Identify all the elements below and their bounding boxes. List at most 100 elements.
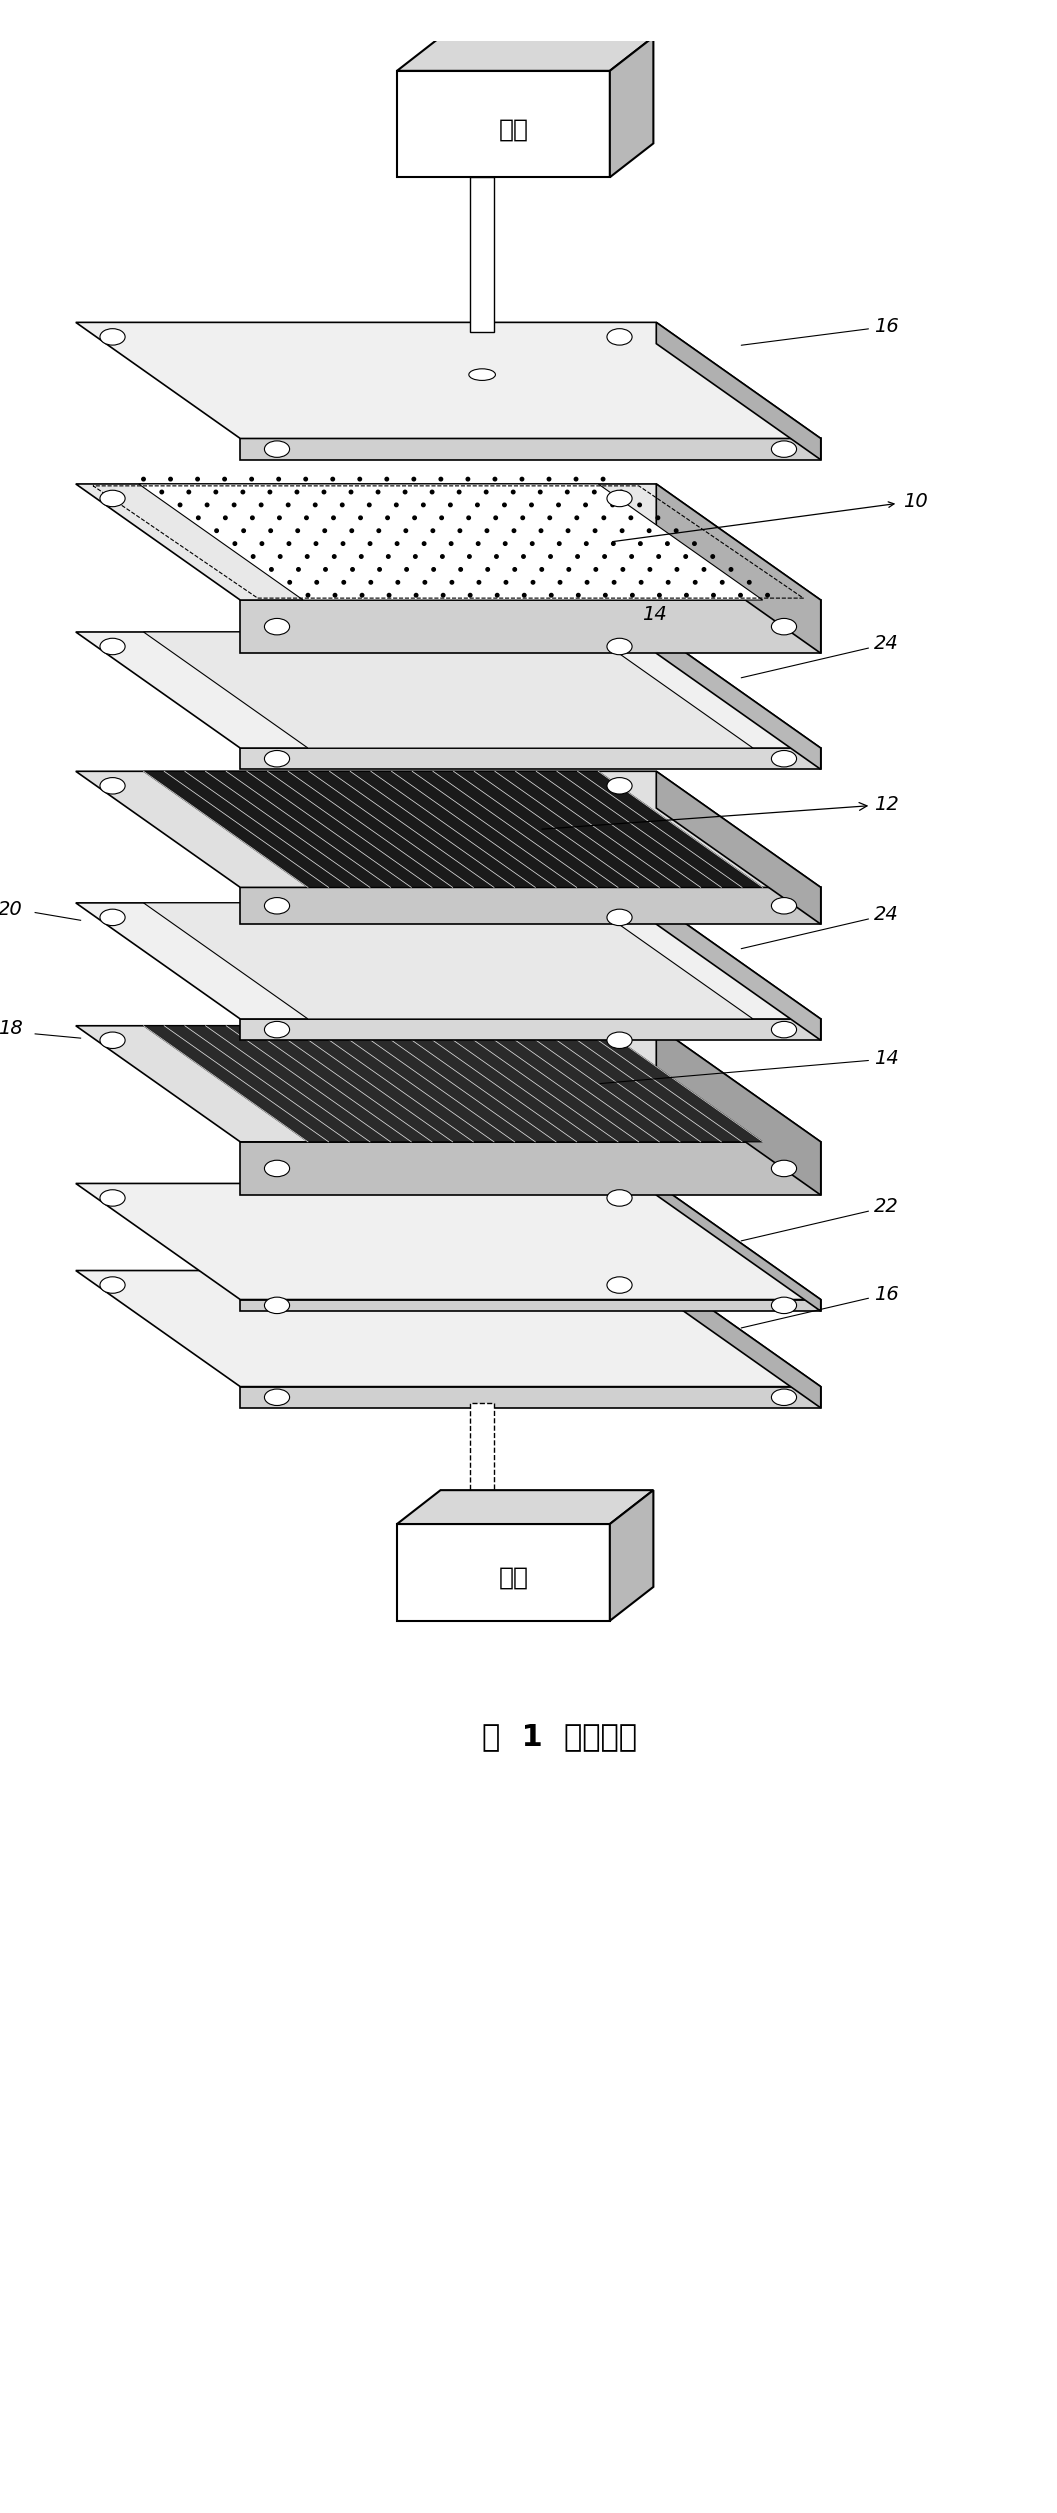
Ellipse shape [772, 618, 797, 636]
Circle shape [169, 477, 172, 480]
Ellipse shape [607, 1189, 632, 1206]
Circle shape [413, 515, 416, 520]
Circle shape [396, 581, 400, 583]
Circle shape [495, 555, 498, 558]
Ellipse shape [772, 1297, 797, 1314]
Circle shape [296, 528, 299, 533]
Ellipse shape [772, 1161, 797, 1176]
Circle shape [729, 568, 733, 570]
Circle shape [314, 503, 317, 508]
Circle shape [484, 490, 488, 493]
Circle shape [522, 555, 525, 558]
Circle shape [205, 503, 209, 508]
Circle shape [458, 528, 462, 533]
Polygon shape [656, 902, 820, 1040]
Ellipse shape [607, 1277, 632, 1294]
Circle shape [333, 593, 337, 598]
Circle shape [423, 581, 427, 583]
Circle shape [323, 568, 328, 570]
Polygon shape [240, 1141, 820, 1196]
Circle shape [323, 528, 327, 533]
Polygon shape [240, 601, 820, 653]
Circle shape [593, 528, 597, 533]
Ellipse shape [100, 490, 125, 508]
Circle shape [477, 543, 480, 545]
Circle shape [494, 477, 497, 480]
Circle shape [593, 490, 596, 493]
Circle shape [223, 477, 226, 480]
Text: 14: 14 [642, 606, 667, 623]
Text: 24: 24 [741, 633, 898, 679]
Circle shape [711, 555, 715, 558]
Circle shape [404, 528, 408, 533]
Circle shape [307, 593, 310, 598]
Circle shape [548, 515, 552, 520]
Ellipse shape [264, 751, 290, 766]
Ellipse shape [772, 440, 797, 457]
Circle shape [288, 543, 291, 545]
Circle shape [278, 555, 282, 558]
Circle shape [187, 490, 190, 493]
Circle shape [711, 593, 716, 598]
Circle shape [268, 490, 272, 493]
Polygon shape [610, 38, 653, 178]
Circle shape [297, 568, 300, 570]
Circle shape [197, 515, 200, 520]
Ellipse shape [264, 897, 290, 915]
Circle shape [441, 555, 444, 558]
Circle shape [468, 593, 471, 598]
Circle shape [721, 581, 724, 583]
Circle shape [657, 593, 661, 598]
Polygon shape [144, 771, 763, 887]
Circle shape [387, 555, 390, 558]
Circle shape [602, 555, 607, 558]
Circle shape [332, 515, 335, 520]
Polygon shape [656, 771, 820, 925]
Text: 18: 18 [0, 1018, 23, 1038]
Circle shape [612, 543, 615, 545]
Circle shape [530, 503, 533, 508]
Circle shape [448, 503, 452, 508]
Circle shape [414, 593, 418, 598]
Circle shape [377, 528, 381, 533]
Polygon shape [656, 1184, 820, 1312]
Circle shape [432, 568, 435, 570]
Circle shape [557, 543, 561, 545]
Circle shape [522, 593, 526, 598]
Polygon shape [470, 178, 495, 332]
Circle shape [405, 568, 408, 570]
Circle shape [639, 581, 643, 583]
Circle shape [233, 503, 236, 508]
Circle shape [583, 503, 588, 508]
Circle shape [394, 503, 398, 508]
Polygon shape [397, 38, 653, 70]
Circle shape [702, 568, 706, 570]
Circle shape [458, 490, 461, 493]
Circle shape [234, 543, 237, 545]
Circle shape [496, 593, 499, 598]
Circle shape [340, 503, 344, 508]
Circle shape [431, 528, 434, 533]
Circle shape [549, 555, 552, 558]
Polygon shape [144, 631, 753, 749]
Circle shape [631, 593, 634, 598]
Text: 12: 12 [542, 794, 898, 829]
Text: 14: 14 [600, 1050, 898, 1083]
Ellipse shape [607, 910, 632, 925]
Ellipse shape [264, 1161, 290, 1176]
Circle shape [439, 477, 443, 480]
Text: 10: 10 [903, 493, 928, 510]
Circle shape [513, 528, 516, 533]
Circle shape [304, 477, 308, 480]
Ellipse shape [264, 618, 290, 636]
Circle shape [286, 503, 290, 508]
Circle shape [531, 543, 534, 545]
Circle shape [503, 503, 506, 508]
Polygon shape [144, 902, 753, 1018]
Circle shape [358, 515, 363, 520]
Text: 16: 16 [741, 1284, 898, 1327]
Circle shape [604, 593, 607, 598]
Polygon shape [656, 631, 820, 769]
Circle shape [629, 515, 632, 520]
Circle shape [576, 593, 580, 598]
